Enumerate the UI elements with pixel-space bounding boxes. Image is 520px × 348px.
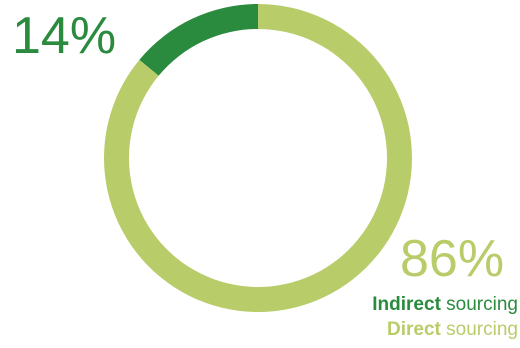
legend-indirect-rest: sourcing bbox=[440, 294, 518, 315]
legend-indirect-bold: Indirect bbox=[372, 294, 441, 315]
legend-direct-rest: sourcing bbox=[440, 319, 518, 340]
direct-percentage-label: 86% bbox=[400, 230, 505, 288]
indirect-percentage-label: 14% bbox=[12, 7, 117, 65]
donut-slice-indirect-sourcing bbox=[139, 4, 258, 76]
legend-direct-bold: Direct bbox=[387, 319, 441, 340]
legend-item-indirect: Indirect sourcing bbox=[372, 292, 518, 317]
legend: Indirect sourcing Direct sourcing bbox=[372, 292, 518, 342]
legend-item-direct: Direct sourcing bbox=[372, 317, 518, 342]
